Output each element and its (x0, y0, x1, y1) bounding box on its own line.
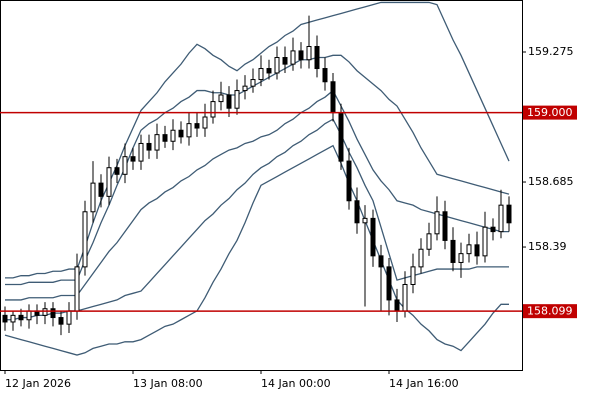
band-line (5, 54, 510, 286)
level-label: 159.000 (527, 106, 573, 119)
candle-body (82, 211, 88, 268)
candle-body (506, 204, 512, 224)
band-line (4, 144, 509, 356)
candle-body (370, 217, 376, 257)
candle-body (474, 244, 480, 257)
candle-body (146, 142, 152, 151)
candle-body (122, 156, 128, 175)
candle-body (186, 123, 192, 138)
level-label: 158.099 (527, 305, 573, 318)
candle-body (218, 94, 224, 103)
candle-body (90, 182, 96, 213)
x-tick-label: 14 Jan 16:00 (389, 377, 459, 390)
candle-body (338, 112, 344, 162)
candle-body (466, 244, 472, 255)
candle-body (490, 226, 496, 233)
candle-body (290, 50, 296, 65)
candle-body (314, 45, 320, 70)
candle-body (410, 266, 416, 285)
x-tick-label: 12 Jan 2026 (5, 377, 71, 390)
candle-body (402, 283, 408, 312)
candle-body (170, 129, 176, 142)
level-label-box (523, 105, 577, 120)
candle-body (106, 167, 112, 197)
candle-body (330, 81, 336, 114)
candle-body (378, 255, 384, 268)
candle-body (282, 57, 288, 65)
candle-body (258, 68, 264, 81)
candle-body (306, 45, 312, 61)
candle-body (226, 94, 232, 109)
candle-body (434, 211, 440, 235)
candle-body (154, 134, 160, 151)
candle-body (450, 239, 456, 263)
candle-body (138, 142, 144, 162)
band-line (5, 89, 509, 301)
candle-body (130, 156, 136, 162)
candle-body (298, 50, 304, 61)
candle-body (322, 68, 328, 83)
candle-body (458, 253, 464, 263)
candle-body (10, 314, 16, 323)
candle-body (250, 79, 256, 87)
candle-body (202, 116, 208, 129)
candle-body (426, 233, 432, 250)
x-tick-label: 13 Jan 08:00 (133, 377, 203, 390)
y-tick-label: 158.39 (528, 240, 567, 253)
band-line (5, 118, 509, 321)
candle-body (386, 266, 392, 301)
band-line (5, 1, 510, 279)
x-tick-label: 14 Jan 00:00 (261, 377, 331, 390)
candle-body (394, 299, 400, 312)
candle-body (498, 204, 504, 233)
candle-body (194, 123, 200, 129)
candle-body (98, 182, 104, 197)
candle-body (354, 200, 360, 224)
candle-body (42, 308, 48, 316)
candle-body (66, 310, 72, 325)
candle-body (274, 57, 280, 74)
candle-body (26, 310, 32, 321)
candle-body (2, 314, 8, 323)
level-label-box (523, 304, 577, 319)
y-tick-label: 159.275 (528, 45, 574, 58)
candle-body (418, 248, 424, 268)
candle-body (18, 314, 24, 321)
candle-body (210, 101, 216, 118)
candle-body (266, 68, 272, 74)
candle-body (162, 134, 168, 142)
candle-body (234, 90, 240, 109)
candle-body (58, 317, 64, 325)
candle-body (442, 211, 448, 241)
candle-body (346, 160, 352, 202)
candle-body (50, 308, 56, 319)
candle-body (114, 167, 120, 175)
candle-body (74, 266, 80, 312)
candle-body (178, 129, 184, 138)
y-tick-label: 158.685 (528, 175, 574, 188)
candle-body (362, 217, 368, 224)
candle-body (242, 85, 248, 92)
candle-body (482, 226, 488, 257)
